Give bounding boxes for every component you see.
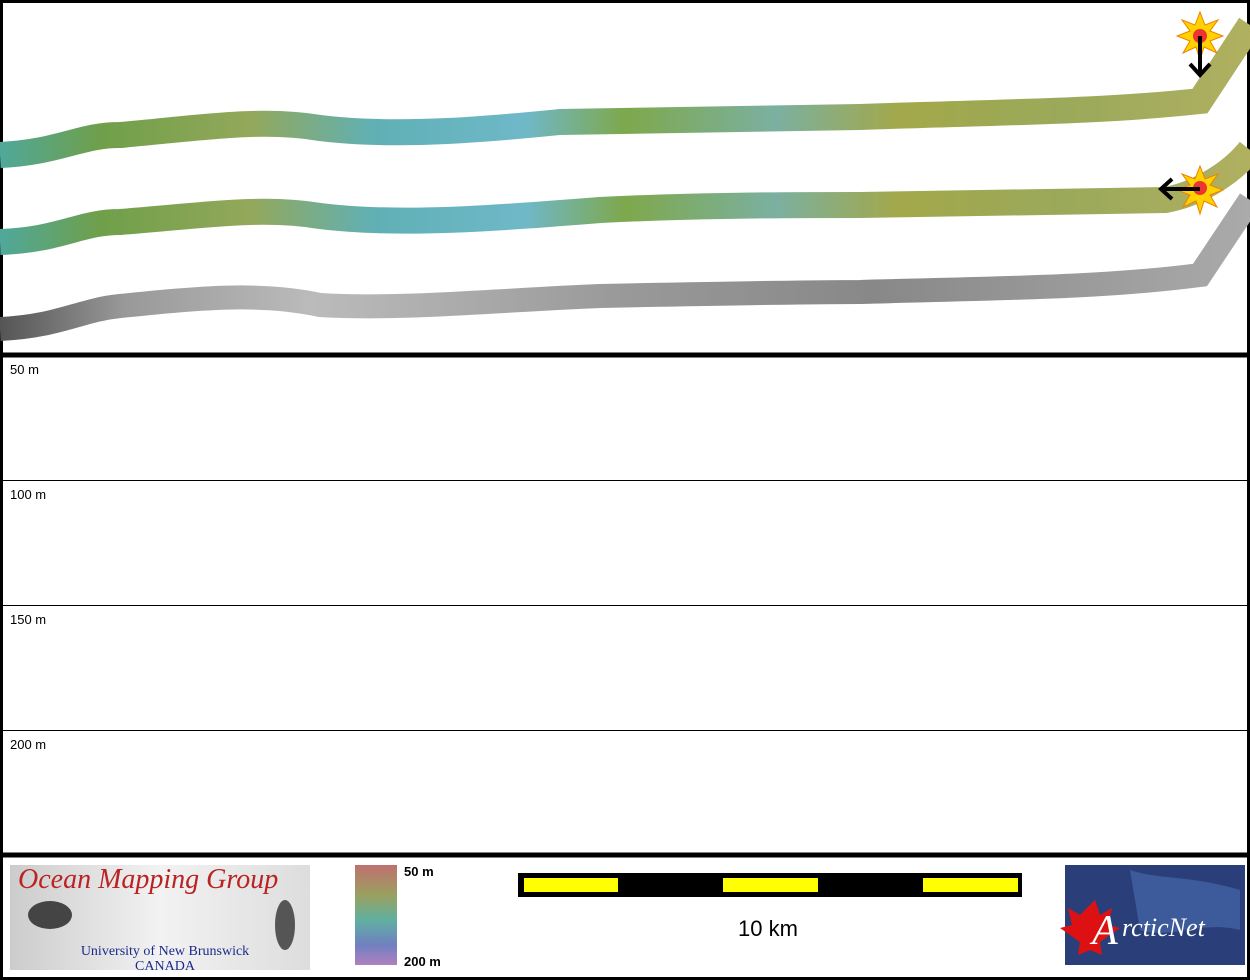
- arcticnet-logo: A rcticNet: [1060, 865, 1245, 965]
- depth-colorbar: [355, 865, 397, 965]
- omg-logo: Ocean Mapping Group University of New Br…: [10, 864, 310, 974]
- depth-label: 150 m: [10, 612, 46, 627]
- omg-subtitle: University of New Brunswick: [81, 944, 249, 959]
- start-marker: [1175, 10, 1225, 78]
- scale-bar: [518, 873, 1022, 897]
- omg-title: Ocean Mapping Group: [18, 864, 278, 895]
- turn-marker: [1158, 164, 1225, 216]
- depth-label: 100 m: [10, 487, 46, 502]
- scale-label: 10 km: [738, 916, 798, 941]
- bathymetry-swath: [0, 141, 1250, 255]
- bathymetry-swath: [0, 17, 1250, 168]
- logo-text: rcticNet: [1122, 913, 1206, 942]
- legend-label: 50 m: [404, 864, 434, 879]
- legend-label: 200 m: [404, 954, 441, 969]
- depth-label: 200 m: [10, 737, 46, 752]
- depth-label: 50 m: [10, 362, 39, 377]
- backscatter-swath: [0, 193, 1250, 341]
- logo-initial: A: [1089, 908, 1118, 954]
- omg-country: CANADA: [135, 959, 196, 974]
